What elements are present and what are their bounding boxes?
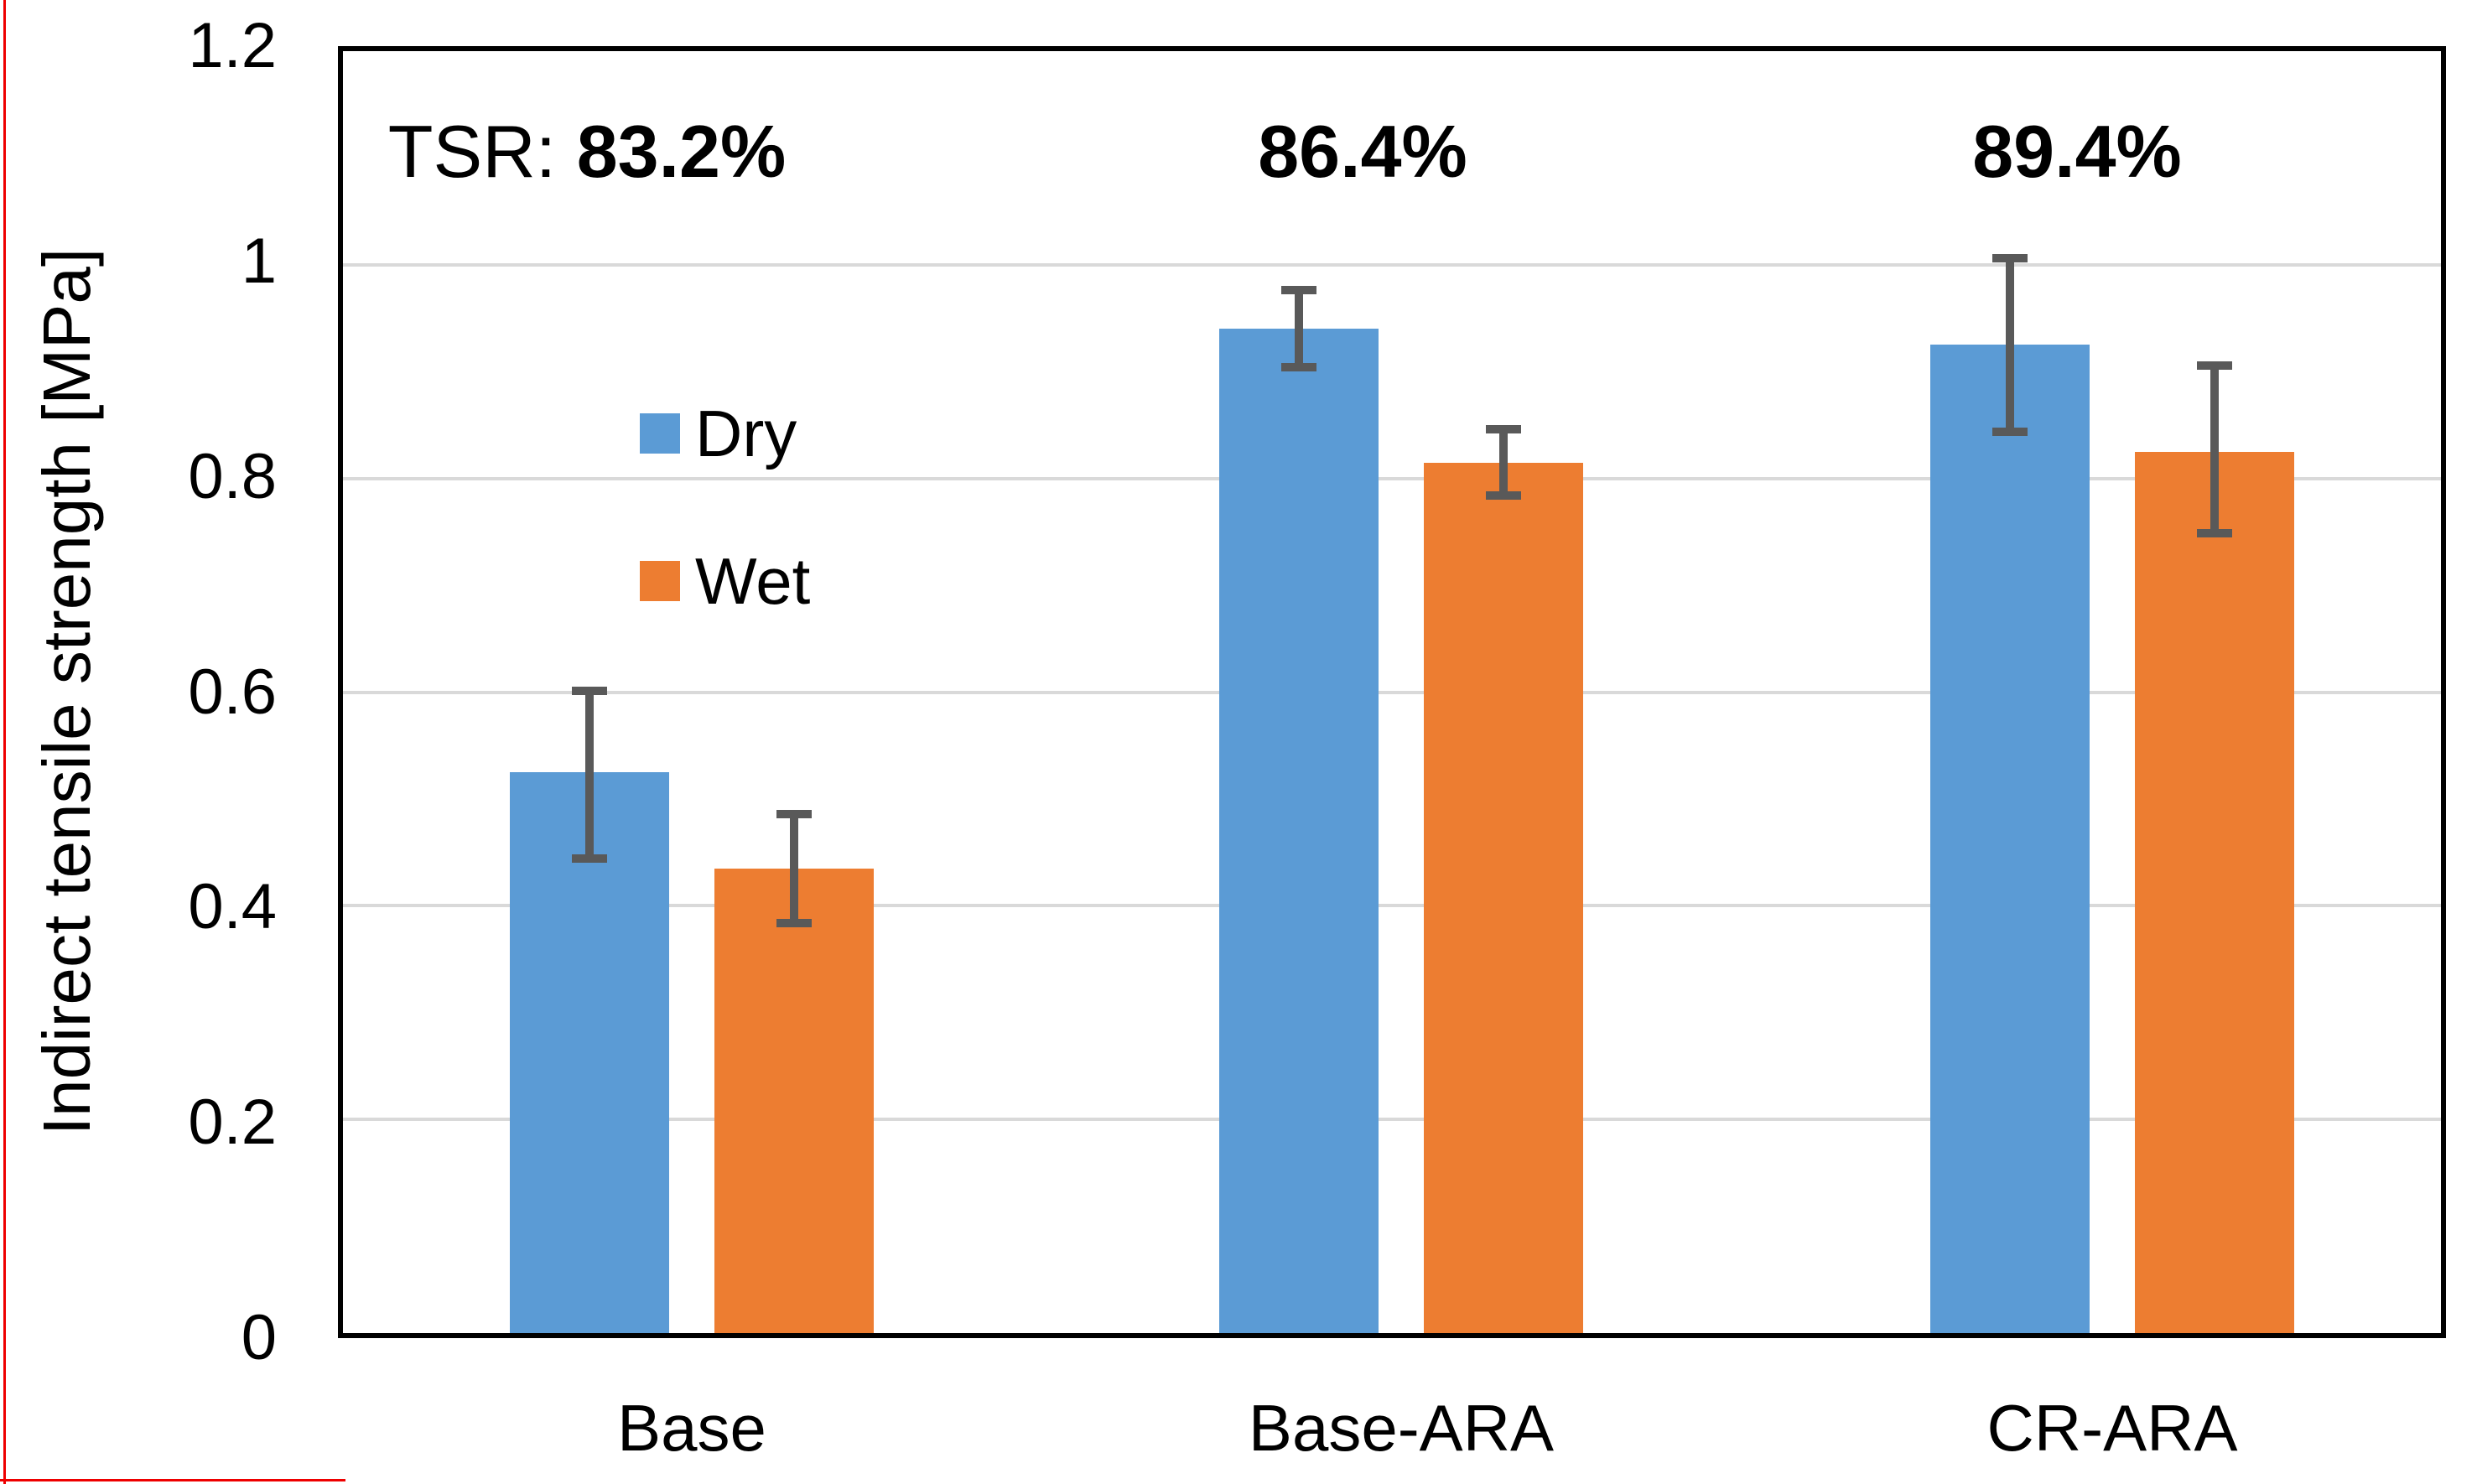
bar-dry-base (510, 772, 669, 1333)
legend-label-dry: Dry (695, 397, 797, 470)
error-bar-bottom-cap (572, 854, 607, 864)
y-tick-label-0.6: 0.6 (188, 656, 277, 728)
error-bar-dry-base-ara (1219, 286, 1379, 372)
tsr-annotation-base-ara: 86.4% (1258, 110, 1467, 194)
bar-wet-cr-ara (2135, 451, 2294, 1333)
error-bar-stem (790, 809, 798, 927)
gridline-0.8 (343, 476, 2441, 480)
bar-dry-cr-ara (1930, 345, 2090, 1333)
wet-legend-swatch-icon (640, 561, 680, 601)
error-bar-bottom-cap (1281, 363, 1316, 372)
error-bar-top-cap (1992, 254, 2028, 263)
error-bar-top-cap (1281, 286, 1316, 295)
gridline-0.4 (343, 904, 2441, 908)
error-bar-top-cap (776, 809, 812, 818)
tsr-value-base-ara: 86.4% (1258, 110, 1467, 193)
y-tick-label-0.2: 0.2 (188, 1087, 277, 1159)
tsr-value-cr-ara: 89.4% (1972, 110, 2182, 193)
legend-label-wet: Wet (695, 544, 811, 618)
error-bar-stem (1295, 286, 1303, 372)
error-bar-top-cap (1486, 424, 1521, 433)
error-bar-stem (585, 687, 594, 864)
tsr-annotation-cr-ara: 89.4% (1972, 110, 2182, 194)
error-bar-bottom-cap (776, 918, 812, 927)
y-tick-label-0.8: 0.8 (188, 440, 277, 512)
gridline-0.2 (343, 1118, 2441, 1122)
y-tick-label-0: 0 (241, 1302, 277, 1373)
plot-area: Dry Wet TSR: 83.2% 86.4% 89.4% (338, 46, 2446, 1338)
dry-legend-swatch-icon (640, 413, 680, 454)
bar-wet-base (714, 868, 874, 1333)
bar-dry-base-ara (1219, 329, 1379, 1333)
y-tick-label-1.2: 1.2 (188, 10, 277, 81)
y-tick-label-0.4: 0.4 (188, 871, 277, 943)
error-bar-dry-base (510, 687, 669, 864)
x-category-label-base-ara: Base-ARA (1248, 1391, 1555, 1465)
error-bar-stem (1499, 424, 1508, 501)
x-category-label-cr-ara: CR-ARA (1986, 1391, 2238, 1465)
gridline-0.6 (343, 690, 2441, 694)
y-tick-label-1: 1 (241, 225, 277, 297)
error-bar-stem (2006, 254, 2014, 436)
error-bar-wet-base-ara (1424, 424, 1583, 501)
tsr-prefix: TSR: (387, 110, 577, 193)
error-bar-top-cap (572, 687, 607, 696)
error-bar-bottom-cap (2197, 528, 2232, 537)
error-bar-dry-cr-ara (1930, 254, 2090, 436)
red-border-left-line (3, 0, 6, 1484)
bar-wet-base-ara (1424, 462, 1583, 1333)
error-bar-bottom-cap (1486, 491, 1521, 501)
gridline-1 (343, 262, 2441, 267)
error-bar-stem (2210, 361, 2219, 537)
error-bar-wet-base (714, 809, 874, 927)
error-bar-top-cap (2197, 361, 2232, 370)
error-bar-wet-cr-ara (2135, 361, 2294, 537)
tsr-annotation-base: TSR: 83.2% (388, 110, 786, 194)
x-category-label-base: Base (617, 1391, 766, 1465)
red-border-bottom-line (0, 1479, 345, 1481)
error-bar-bottom-cap (1992, 427, 2028, 436)
tsr-value-base: 83.2% (576, 110, 787, 193)
